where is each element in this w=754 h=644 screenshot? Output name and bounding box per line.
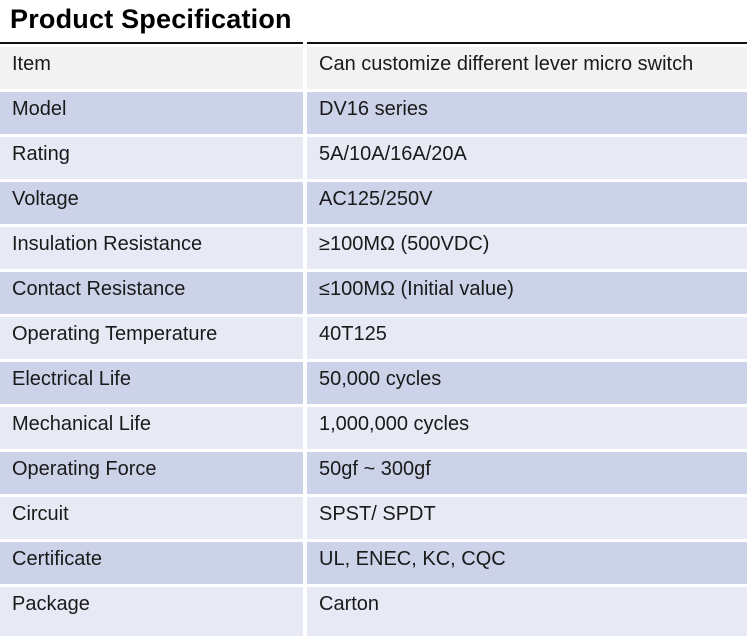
table-row: Voltage AC125/250V <box>0 182 747 224</box>
spec-label: Package <box>0 587 303 636</box>
spec-label: Voltage <box>0 182 303 224</box>
table-row: Model DV16 series <box>0 92 747 134</box>
spec-table: Item Can customize different lever micro… <box>0 42 747 636</box>
table-row: Mechanical Life 1,000,000 cycles <box>0 407 747 449</box>
spec-label: Rating <box>0 137 303 179</box>
spec-label: Item <box>0 47 303 89</box>
spec-value: SPST/ SPDT <box>307 497 747 539</box>
spec-label: Electrical Life <box>0 362 303 404</box>
spec-value: Can customize different lever micro swit… <box>307 47 747 89</box>
table-row: Contact Resistance ≤100MΩ (Initial value… <box>0 272 747 314</box>
table-row: Rating 5A/10A/16A/20A <box>0 137 747 179</box>
spec-value: ≥100MΩ (500VDC) <box>307 227 747 269</box>
table-row: Operating Force 50gf ~ 300gf <box>0 452 747 494</box>
spec-value: AC125/250V <box>307 182 747 224</box>
table-top-rule <box>0 42 747 44</box>
spec-value: ≤100MΩ (Initial value) <box>307 272 747 314</box>
table-row: Insulation Resistance ≥100MΩ (500VDC) <box>0 227 747 269</box>
table-row: Circuit SPST/ SPDT <box>0 497 747 539</box>
table-row: Package Carton <box>0 587 747 636</box>
spec-label: Certificate <box>0 542 303 584</box>
table-row: Electrical Life 50,000 cycles <box>0 362 747 404</box>
page-title: Product Specification <box>10 4 292 34</box>
spec-label: Circuit <box>0 497 303 539</box>
spec-label: Operating Force <box>0 452 303 494</box>
spec-value: 5A/10A/16A/20A <box>307 137 747 179</box>
spec-value: Carton <box>307 587 747 636</box>
spec-label: Model <box>0 92 303 134</box>
spec-rows: Item Can customize different lever micro… <box>0 47 747 636</box>
table-row: Operating Temperature 40T125 <box>0 317 747 359</box>
spec-value: DV16 series <box>307 92 747 134</box>
spec-label: Operating Temperature <box>0 317 303 359</box>
spec-value: 1,000,000 cycles <box>307 407 747 449</box>
spec-label: Insulation Resistance <box>0 227 303 269</box>
table-row: Certificate UL, ENEC, KC, CQC <box>0 542 747 584</box>
spec-label: Contact Resistance <box>0 272 303 314</box>
spec-value: 50,000 cycles <box>307 362 747 404</box>
spec-value: UL, ENEC, KC, CQC <box>307 542 747 584</box>
spec-value: 40T125 <box>307 317 747 359</box>
spec-value: 50gf ~ 300gf <box>307 452 747 494</box>
table-top-rule-left <box>0 42 303 44</box>
table-row: Item Can customize different lever micro… <box>0 47 747 89</box>
table-top-rule-right <box>307 42 747 44</box>
spec-label: Mechanical Life <box>0 407 303 449</box>
